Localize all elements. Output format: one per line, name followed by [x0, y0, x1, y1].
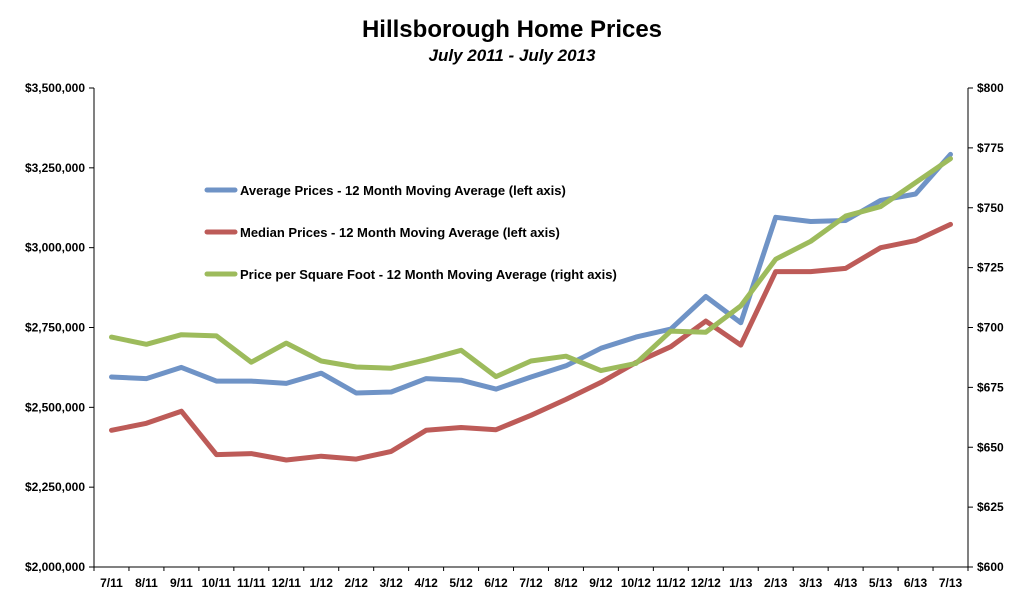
x-tick-label: 7/13	[939, 576, 963, 590]
x-tick-label: 12/12	[691, 576, 721, 590]
x-tick-label: 3/13	[799, 576, 823, 590]
series-line-2	[109, 221, 953, 463]
x-tick-label: 3/12	[379, 576, 403, 590]
x-tick-label: 2/13	[764, 576, 788, 590]
x-tick-label: 2/12	[345, 576, 369, 590]
x-tick-label: 11/11	[237, 576, 266, 590]
x-tick-label: 5/12	[449, 576, 473, 590]
left-tick-label: $2,750,000	[25, 321, 85, 335]
right-tick-label: $800	[977, 81, 1004, 95]
x-tick-label: 7/12	[519, 576, 543, 590]
x-tick-label: 11/12	[656, 576, 686, 590]
legend-label-1: Average Prices - 12 Month Moving Average…	[240, 183, 566, 198]
x-tick-label: 7/11	[100, 576, 123, 590]
left-tick-label: $3,250,000	[25, 161, 85, 175]
right-tick-label: $675	[977, 380, 1004, 394]
x-tick-label: 9/11	[170, 576, 193, 590]
left-tick-label: $2,000,000	[25, 560, 85, 574]
right-tick-label: $625	[977, 500, 1004, 514]
x-tick-label: 5/13	[869, 576, 893, 590]
left-tick-label: $3,500,000	[25, 81, 85, 95]
left-tick-label: $2,250,000	[25, 480, 85, 494]
right-tick-label: $750	[977, 201, 1004, 215]
chart-title: Hillsborough Home Prices	[361, 16, 663, 43]
x-tick-label: 6/12	[484, 576, 508, 590]
x-tick-label: 4/13	[834, 576, 858, 590]
x-tick-label: 8/11	[135, 576, 158, 590]
series-line-3	[109, 156, 953, 380]
x-tick-label: 6/13	[904, 576, 928, 590]
x-tick-label: 1/13	[729, 576, 753, 590]
x-tick-label: 1/12	[310, 576, 334, 590]
x-tick-label: 4/12	[414, 576, 438, 590]
x-tick-label: 9/12	[589, 576, 613, 590]
legend-label-2: Median Prices - 12 Month Moving Average …	[240, 225, 560, 240]
series-line-1	[109, 151, 953, 396]
x-tick-label: 8/12	[554, 576, 578, 590]
right-tick-label: $775	[977, 141, 1004, 155]
x-tick-label: 10/11	[202, 576, 232, 590]
right-tick-label: $600	[977, 560, 1004, 574]
right-tick-label: $725	[977, 261, 1004, 275]
right-tick-label: $700	[977, 321, 1004, 335]
right-tick-label: $650	[977, 440, 1004, 454]
left-tick-label: $3,000,000	[25, 241, 85, 255]
chart-subtitle: July 2011 - July 2013	[428, 46, 596, 65]
x-tick-label: 10/12	[621, 576, 651, 590]
x-tick-label: 12/11	[272, 576, 302, 590]
left-tick-label: $2,500,000	[25, 400, 85, 414]
legend-label-3: Price per Square Foot - 12 Month Moving …	[240, 267, 617, 282]
